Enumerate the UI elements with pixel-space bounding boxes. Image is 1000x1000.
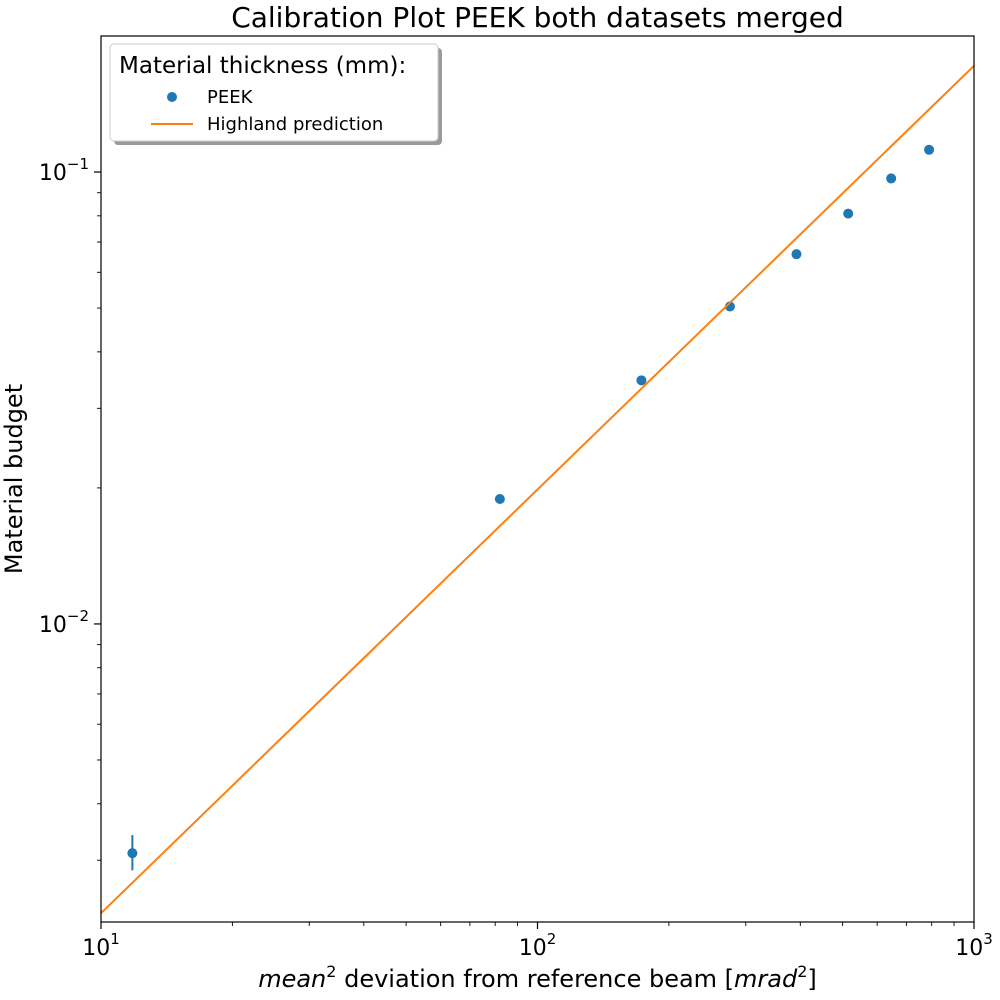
legend-title: Material thickness (mm): xyxy=(119,53,406,79)
legend-box xyxy=(109,43,439,142)
data-point-peek-5 xyxy=(843,208,854,219)
y-axis-label: Material budget xyxy=(0,384,28,574)
data-point-peek-6 xyxy=(886,173,897,184)
x-tick-label-0: 101 xyxy=(82,930,120,961)
x-axis-label: mean2 deviation from reference beam [mra… xyxy=(258,962,817,993)
legend-marker-peek xyxy=(167,92,177,102)
legend: Material thickness (mm): PEEK Highland p… xyxy=(109,43,442,145)
x-axis-label-sup: 2 xyxy=(326,962,336,981)
x-tick-label-1: 102 xyxy=(519,930,557,961)
x-axis-label-end: ] xyxy=(807,965,816,993)
legend-label-highland: Highland prediction xyxy=(207,114,383,135)
x-tick-label-2: 103 xyxy=(955,930,993,961)
x-axis-label-mid: deviation from reference beam [ xyxy=(336,965,734,993)
data-point-peek-0 xyxy=(127,848,138,859)
data-point-peek-4 xyxy=(791,249,802,260)
x-axis-label-unit-sup: 2 xyxy=(797,962,807,981)
data-point-peek-7 xyxy=(924,144,935,155)
chart-title: Calibration Plot PEEK both datasets merg… xyxy=(231,1,844,34)
x-axis-label-unit: mrad xyxy=(734,965,798,993)
y-tick-label-0: 10−2 xyxy=(39,607,89,638)
legend-label-peek: PEEK xyxy=(207,87,254,108)
ticks-layer: 101 102 103 10−2 10−1 xyxy=(39,155,993,961)
plot-frame xyxy=(100,35,975,923)
series-line-highland-prediction xyxy=(100,65,975,914)
plot-area xyxy=(101,36,974,922)
data-point-peek-1 xyxy=(494,494,505,505)
data-point-peek-2 xyxy=(636,375,647,386)
series-layer xyxy=(100,65,975,914)
y-tick-label-1: 10−1 xyxy=(39,155,89,186)
x-axis-label-var: mean xyxy=(258,965,326,993)
